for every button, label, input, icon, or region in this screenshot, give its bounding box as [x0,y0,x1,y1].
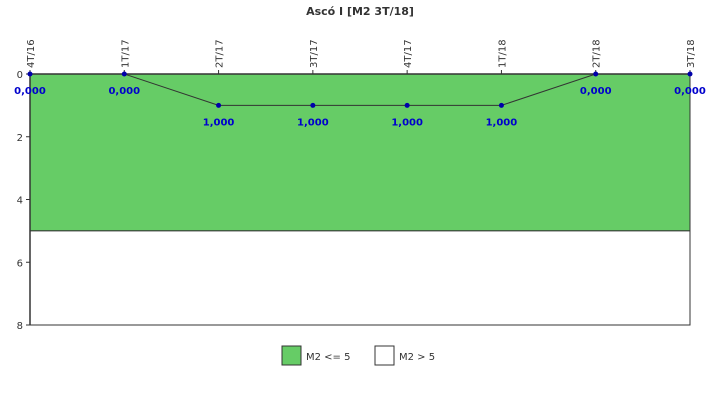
data-label: 1,000 [486,117,518,128]
data-label: 1,000 [297,117,329,128]
y-tick-label: 0 [17,70,23,81]
legend-swatch [281,345,302,366]
y-tick-label: 4 [17,196,23,207]
data-point [216,102,222,108]
chart-title: Ascó I [M2 3T/18] [306,5,414,18]
data-point [121,71,127,77]
data-point [310,102,316,108]
legend-swatch [374,345,395,366]
data-point [404,102,410,108]
data-point [27,71,33,77]
x-tick-label: 4T/17 [403,39,414,68]
x-axis: 4T/16 1T/17 2T/17 3T/17 4T/17 1T/18 2T/18 3T/18 [26,39,697,74]
data-point [593,71,599,77]
x-tick-label: 3T/18 [686,39,697,68]
data-label: 0,000 [580,86,612,97]
x-tick-label: 1T/17 [120,39,131,68]
x-tick-label: 2T/17 [215,39,226,68]
band-0 [29,73,691,232]
legend-label: M2 <= 5 [306,352,350,363]
x-tick-label: 1T/18 [497,39,508,68]
y-tick-label: 2 [17,133,23,144]
data-label: 1,000 [391,117,423,128]
data-label: 0,000 [14,86,46,97]
y-axis: 0 2 4 6 8 [17,70,30,332]
y-tick-label: 8 [17,321,23,332]
legend-label: M2 > 5 [399,352,435,363]
x-tick-label: 4T/16 [26,39,37,68]
data-label: 0,000 [674,86,706,97]
data-label: 0,000 [108,86,140,97]
series-layer: 0,000 0,000 1,000 1,000 1,000 1,000 0,000 0,000 [14,71,706,128]
data-label: 1,000 [203,117,235,128]
legend: M2 <= 5 M2 > 5 [281,345,435,366]
bands-layer [29,73,691,326]
x-tick-label: 3T/17 [309,39,320,68]
data-point [687,71,693,77]
band-1 [29,230,691,326]
data-point [498,102,504,108]
y-tick-label: 6 [17,258,23,269]
series-line [30,73,690,106]
x-tick-label: 2T/18 [592,39,603,68]
